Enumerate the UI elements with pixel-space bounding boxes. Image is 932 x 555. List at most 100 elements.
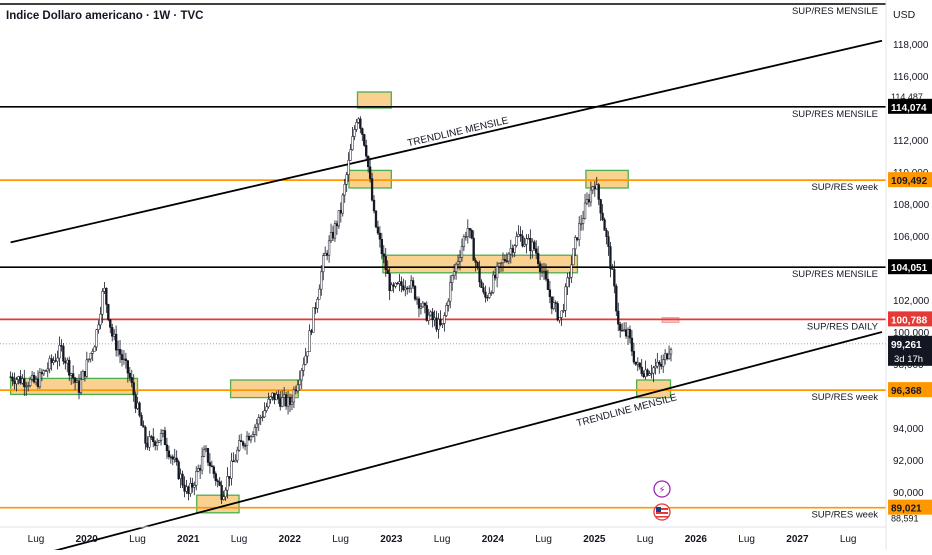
- candle-body: [32, 374, 36, 383]
- candle-body: [111, 327, 114, 337]
- candle-body: [372, 199, 376, 212]
- candle-body: [308, 330, 311, 352]
- price-tag-text-level_96: 96,368: [891, 386, 922, 397]
- candle-body: [275, 394, 278, 401]
- candle-body: [23, 378, 26, 387]
- candle-body: [357, 118, 360, 123]
- candle-body: [367, 155, 370, 168]
- candle-body: [25, 385, 28, 388]
- candle-body: [234, 459, 237, 463]
- price-tag-text-level_89: 89,021: [891, 504, 922, 515]
- candle-body: [15, 379, 18, 385]
- candle-body: [558, 317, 561, 321]
- candle-body: [302, 364, 305, 371]
- candle-body: [44, 370, 47, 372]
- candle-body: [87, 358, 90, 361]
- candle-body: [208, 462, 212, 467]
- candle-body: [322, 255, 325, 273]
- candle-body: [488, 293, 491, 298]
- candle-body: [419, 306, 423, 309]
- candle-body: [310, 330, 313, 333]
- candle-body: [60, 345, 63, 347]
- candle-body: [472, 237, 475, 261]
- candle-body: [605, 230, 608, 237]
- chart-title: Indice Dollaro americano · 1W · TVC: [6, 10, 203, 22]
- candle-body: [179, 473, 182, 479]
- candle-body: [572, 248, 575, 266]
- candle-body: [527, 237, 530, 240]
- candle-body: [515, 236, 518, 246]
- candle-body: [630, 337, 634, 352]
- candle-body: [261, 416, 264, 418]
- candle-body: [431, 311, 434, 320]
- candle-body: [265, 406, 268, 411]
- candle-body: [669, 349, 673, 355]
- price-tag-level_89: [888, 499, 932, 515]
- candle-body: [224, 489, 227, 497]
- candle-body: [267, 399, 270, 408]
- candle-body: [327, 240, 331, 256]
- y-tick-label: 108,000: [893, 200, 930, 211]
- candle-body: [128, 372, 131, 378]
- price-tag-level_109: [888, 172, 932, 188]
- candle-body: [523, 243, 526, 247]
- candle-body: [470, 229, 473, 239]
- candle-body: [560, 310, 563, 318]
- candle-body: [650, 372, 653, 375]
- lightning-event-icon[interactable]: ⚡: [653, 480, 671, 498]
- candle-body: [507, 253, 510, 262]
- candle-body: [218, 481, 221, 486]
- price-tag-level_96: [888, 382, 932, 398]
- candle-body: [181, 473, 184, 486]
- candle-body: [200, 456, 204, 471]
- y-tick-label: 92,000: [893, 456, 924, 467]
- candle-body: [93, 346, 96, 352]
- candle-body: [27, 385, 30, 387]
- level-label-level_109: SUP/RES week: [811, 182, 878, 193]
- zone-6[interactable]: [585, 169, 629, 189]
- candle-body: [570, 264, 573, 278]
- zone-4[interactable]: [356, 91, 392, 109]
- candle-body: [365, 145, 368, 157]
- price-axis-panel[interactable]: [886, 0, 932, 550]
- candle-body: [511, 248, 514, 253]
- candle-body: [339, 210, 342, 214]
- candle-body: [191, 482, 194, 488]
- candle-body: [644, 369, 647, 378]
- candle-body: [597, 184, 600, 200]
- candle-body: [52, 360, 55, 363]
- candle-body: [114, 333, 118, 351]
- candle-body: [38, 372, 42, 387]
- candle-body: [351, 136, 354, 150]
- candle-body: [374, 210, 378, 228]
- trendline-1[interactable]: [11, 331, 883, 555]
- candle-body: [466, 228, 469, 237]
- x-tick-label: Lug: [28, 534, 45, 545]
- candle-body: [331, 232, 335, 239]
- candle-body: [13, 380, 16, 385]
- candle-body: [324, 252, 327, 256]
- candle-body: [435, 317, 438, 330]
- candle-body: [519, 233, 522, 237]
- level-label-top: SUP/RES MENSILE: [792, 6, 878, 17]
- level-labels-layer: SUP/RES MENSILE SUP/RES MENSILE SUP/RES we…: [792, 6, 879, 521]
- candle-body: [9, 376, 12, 378]
- candle-body: [544, 270, 548, 280]
- price-tag-level_114: [888, 98, 932, 114]
- candle-body: [619, 323, 622, 331]
- candle-body: [42, 370, 45, 375]
- candle-body: [425, 305, 428, 321]
- x-tick-label: Lug: [637, 534, 654, 545]
- candle-body: [140, 415, 143, 426]
- us-flag-event-icon[interactable]: [653, 503, 671, 521]
- candle-body: [626, 329, 630, 337]
- candle-body: [251, 434, 255, 437]
- candle-body: [124, 358, 128, 361]
- candle-body: [17, 376, 20, 380]
- candle-body: [460, 246, 464, 258]
- candle-body: [380, 238, 383, 255]
- candle-body: [116, 349, 120, 351]
- trendline-0[interactable]: [10, 39, 883, 244]
